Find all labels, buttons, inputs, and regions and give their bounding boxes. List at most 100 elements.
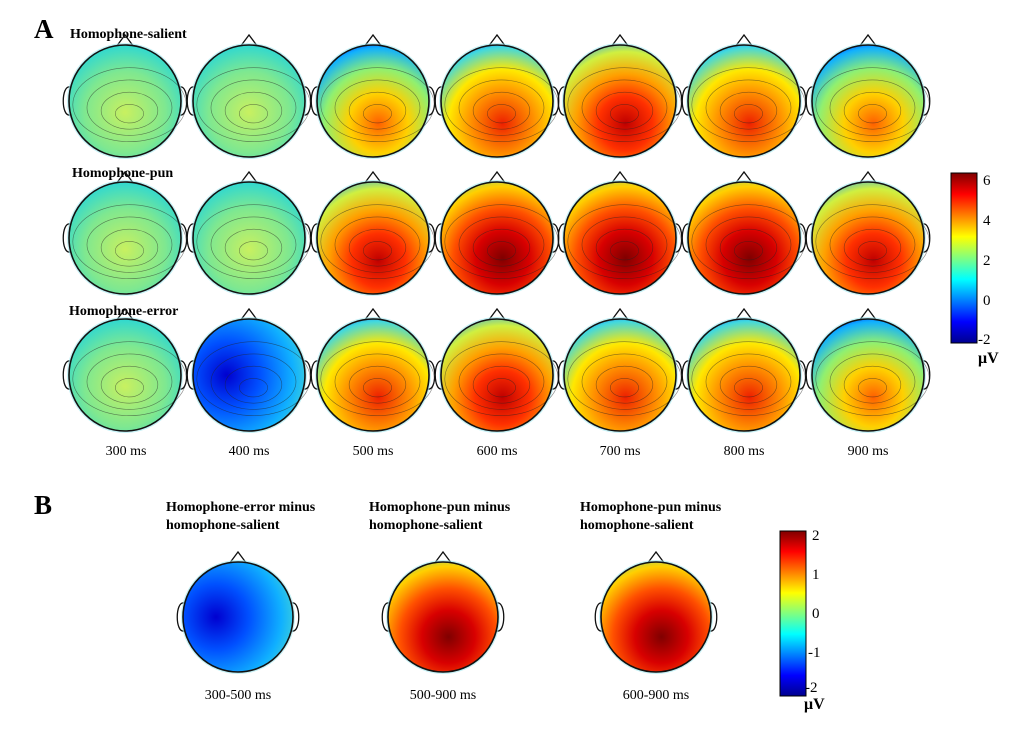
scalp-outline (316, 44, 430, 158)
contour-line (320, 67, 435, 142)
nose-marker (734, 33, 754, 48)
scalp-surface (688, 45, 800, 157)
left-ear (805, 223, 814, 253)
colorbar-a-tick: 4 (983, 213, 991, 229)
colorbar-b-tick: 2 (812, 528, 820, 544)
contour-line (320, 204, 435, 279)
diff-title: Homophone-error minus homophone-salient (166, 499, 315, 535)
contour-line (719, 365, 778, 404)
scalp-outline (440, 181, 554, 295)
contour-line (610, 241, 639, 261)
contour-line (472, 365, 531, 404)
time-label: 500 ms (352, 444, 394, 459)
contour-line (858, 104, 887, 124)
nose-marker (239, 170, 259, 185)
diff-title-line1: Homophone-error minus (166, 500, 316, 515)
scalp-surface (441, 182, 553, 294)
contour-line (691, 341, 806, 416)
contour-line (581, 353, 668, 410)
contour-line (210, 79, 297, 136)
contour-line (705, 79, 792, 136)
nose-marker (734, 170, 754, 185)
contour-line (581, 216, 668, 273)
contour-line (72, 67, 187, 142)
row-label-pun: Homophone-pun (72, 166, 174, 181)
scalp-outline (316, 318, 430, 432)
scalp-outline (68, 318, 182, 432)
contour-line (610, 378, 639, 398)
colorbar-b-tick: 1 (812, 567, 820, 583)
nose-marker (858, 307, 878, 322)
contour-line (363, 378, 392, 398)
contour-line (581, 79, 668, 136)
scalp-map (681, 33, 807, 159)
contour-line (567, 67, 682, 142)
scalp-map (681, 170, 807, 296)
contour-line (115, 104, 144, 124)
contour-line (334, 216, 421, 273)
scalp-outline (440, 318, 554, 432)
window-label: 600-900 ms (622, 688, 690, 703)
scalp-map (434, 170, 560, 296)
contour-line (843, 91, 902, 130)
left-ear (310, 86, 319, 116)
scalp-surface (193, 319, 305, 431)
contour-line (595, 91, 654, 130)
scalp-map (381, 550, 505, 674)
right-ear (922, 86, 931, 116)
diff-title-line2: homophone-salient (580, 518, 694, 533)
contour-line (829, 353, 916, 410)
left-ear (62, 86, 71, 116)
contour-line (115, 378, 144, 398)
contour-line (100, 365, 159, 404)
contour-line (610, 104, 639, 124)
contour-line (224, 228, 283, 267)
scalp-outline (182, 561, 294, 673)
scalp-outline (440, 44, 554, 158)
nose-marker (228, 550, 248, 565)
contour-line (334, 79, 421, 136)
contour-line (734, 378, 763, 398)
contour-line (196, 204, 311, 279)
contour-line (858, 378, 887, 398)
contour-line (224, 365, 283, 404)
diff-title-line1: Homophone-pun minus (580, 500, 722, 515)
nose-marker (115, 307, 135, 322)
contour-line (843, 365, 902, 404)
colorbar-a-tick: 0 (983, 293, 991, 309)
scalp-map (176, 550, 300, 674)
scalp-map (805, 33, 931, 159)
scalp-map (62, 170, 188, 296)
left-ear (434, 86, 443, 116)
contour-line (239, 104, 268, 124)
scalp-map (681, 307, 807, 433)
contour-line (239, 378, 268, 398)
scalp-outline (68, 44, 182, 158)
left-ear (186, 360, 195, 390)
contour-line (567, 204, 682, 279)
scalp-outline (192, 181, 306, 295)
left-ear (186, 223, 195, 253)
scalp-surface (193, 45, 305, 157)
scalp-surface (317, 45, 429, 157)
diff-title-line1: Homophone-pun minus (369, 500, 511, 515)
scalp-map (434, 307, 560, 433)
contour-line (734, 104, 763, 124)
contour-line (829, 216, 916, 273)
scalp-surface (441, 45, 553, 157)
diff-title-line2: homophone-salient (369, 518, 483, 533)
contour-line (363, 104, 392, 124)
contour-line (224, 91, 283, 130)
left-ear (434, 223, 443, 253)
diff-title: Homophone-pun minus homophone-salient (580, 499, 721, 535)
nose-marker (239, 307, 259, 322)
scalp-surface (564, 182, 676, 294)
left-ear (186, 86, 195, 116)
colorbar-b-tick: -1 (808, 645, 821, 661)
left-ear (557, 223, 566, 253)
colorbar-b (779, 530, 807, 697)
scalp-surface (688, 319, 800, 431)
panel-b-letter: B (34, 490, 53, 520)
contour-line (239, 241, 268, 261)
scalp-outline (316, 181, 430, 295)
